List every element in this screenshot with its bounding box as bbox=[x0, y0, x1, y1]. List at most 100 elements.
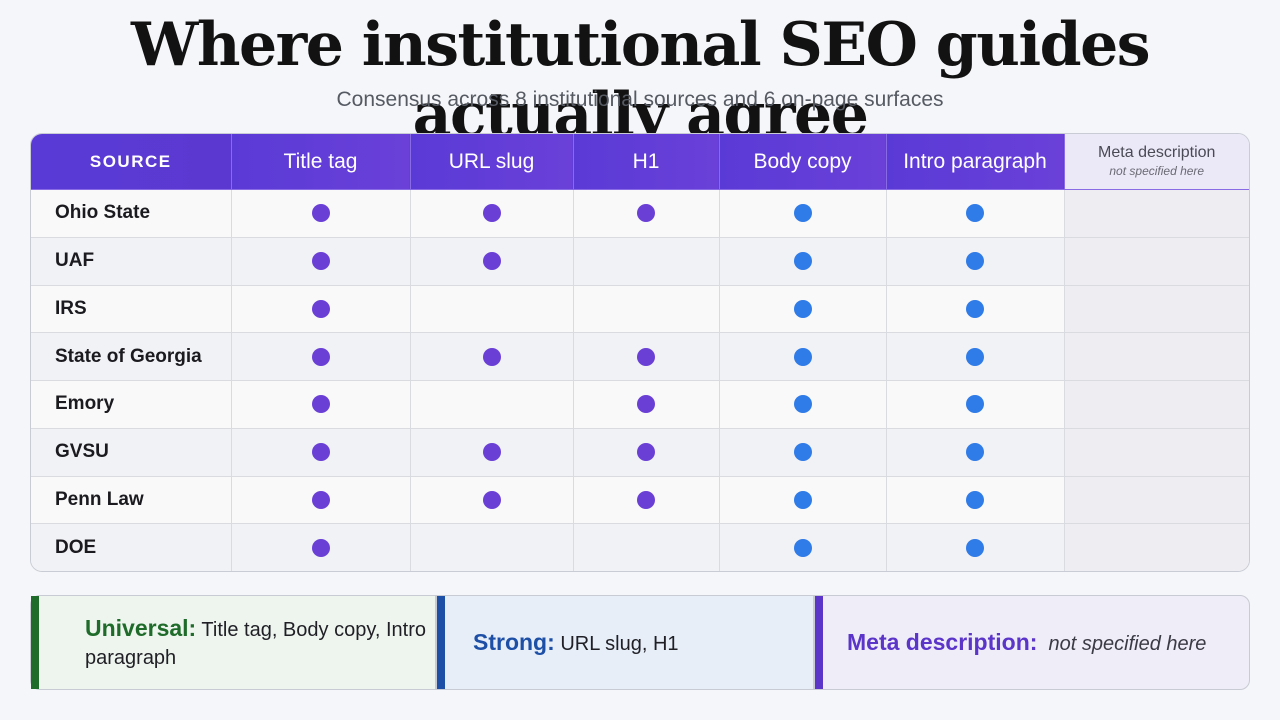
chart-subtitle: Consensus across 8 institutional sources… bbox=[336, 88, 944, 111]
consensus-dot bbox=[637, 395, 655, 414]
cell-body-copy bbox=[718, 332, 887, 381]
source-name: Ohio State bbox=[31, 189, 232, 238]
column-header-body-copy: Body copy bbox=[718, 134, 887, 190]
cell-title-tag bbox=[230, 475, 411, 525]
cell-url-slug bbox=[409, 332, 574, 381]
consensus-dot bbox=[311, 252, 330, 270]
chart-title: Where institutional SEO guides actually … bbox=[130, 10, 1151, 150]
cell-meta-description bbox=[1063, 189, 1249, 238]
source-name: Emory bbox=[31, 380, 232, 429]
column-header-source: SOURCE bbox=[31, 134, 232, 190]
consensus-dot bbox=[793, 443, 812, 461]
callout-universal-value: Title tag, Body copy, Intro paragraph bbox=[85, 619, 426, 669]
cell-body-copy bbox=[718, 236, 887, 286]
consensus-dot bbox=[793, 252, 812, 270]
cell-body-copy bbox=[718, 523, 887, 571]
cell-h1 bbox=[572, 332, 720, 381]
source-name: Penn Law bbox=[31, 475, 232, 525]
column-header-meta-description: Meta description not specified here bbox=[1063, 134, 1249, 190]
cell-meta-description bbox=[1063, 332, 1249, 381]
cell-body-copy bbox=[718, 475, 887, 525]
cell-url-slug bbox=[409, 475, 574, 525]
cell-intro-paragraph bbox=[885, 332, 1065, 381]
callout-universal-accent bbox=[31, 596, 39, 689]
consensus-dot bbox=[966, 204, 984, 223]
consensus-dot bbox=[966, 443, 984, 461]
cell-title-tag bbox=[230, 284, 411, 334]
cell-h1 bbox=[572, 189, 720, 238]
cell-meta-description bbox=[1063, 380, 1249, 429]
table-row: IRS bbox=[31, 284, 1249, 334]
consensus-dot bbox=[482, 347, 501, 366]
cell-intro-paragraph bbox=[885, 380, 1065, 429]
cell-body-copy bbox=[718, 189, 887, 238]
cell-intro-paragraph bbox=[885, 427, 1065, 477]
cell-body-copy bbox=[718, 380, 887, 429]
meta-header-note: not specified here bbox=[1109, 163, 1205, 178]
column-header-url-slug: URL slug bbox=[409, 134, 574, 190]
cell-intro-paragraph bbox=[885, 189, 1065, 238]
cell-intro-paragraph bbox=[885, 236, 1065, 286]
header-row: SOURCE Title tag URL slug H1 Body copy I… bbox=[31, 134, 1249, 190]
cell-h1 bbox=[572, 236, 720, 286]
callout-universal-key: Universal: bbox=[85, 615, 197, 642]
consensus-dot bbox=[966, 347, 984, 366]
consensus-dot bbox=[793, 538, 812, 557]
consensus-dot bbox=[793, 347, 812, 366]
consensus-dot bbox=[793, 299, 812, 318]
callout-meta: Meta description: not specified here bbox=[814, 595, 1250, 690]
consensus-dot bbox=[966, 299, 984, 318]
source-name: UAF bbox=[31, 236, 232, 286]
cell-intro-paragraph bbox=[885, 284, 1065, 334]
table-row: State of Georgia bbox=[31, 332, 1249, 381]
callout-strong-value: URL slug, H1 bbox=[560, 632, 679, 655]
consensus-dot bbox=[637, 204, 655, 223]
consensus-dot bbox=[637, 347, 655, 366]
column-header-title-tag: Title tag bbox=[230, 134, 411, 190]
callout-meta-accent bbox=[815, 596, 823, 689]
callout-strong-key: Strong: bbox=[473, 628, 555, 655]
cell-h1 bbox=[572, 284, 720, 334]
consensus-dot bbox=[311, 538, 330, 557]
cell-body-copy bbox=[718, 427, 887, 477]
consensus-dot bbox=[966, 395, 984, 414]
consensus-dot bbox=[966, 538, 984, 557]
meta-header-label: Meta description bbox=[1098, 144, 1216, 162]
callout-meta-value: not specified here bbox=[1048, 632, 1207, 655]
consensus-dot bbox=[482, 252, 501, 270]
cell-title-tag bbox=[230, 523, 411, 571]
cell-h1 bbox=[572, 427, 720, 477]
consensus-dot bbox=[311, 395, 330, 414]
column-header-intro-paragraph: Intro paragraph bbox=[885, 134, 1065, 190]
consensus-dot bbox=[482, 490, 501, 509]
consensus-dot bbox=[311, 204, 330, 223]
table-row: UAF bbox=[31, 236, 1249, 286]
cell-body-copy bbox=[718, 284, 887, 334]
consensus-dot bbox=[311, 490, 330, 509]
cell-url-slug bbox=[409, 284, 574, 334]
cell-meta-description bbox=[1063, 236, 1249, 286]
cell-intro-paragraph bbox=[885, 475, 1065, 525]
cell-url-slug bbox=[409, 523, 574, 571]
table-row: GVSU bbox=[31, 427, 1249, 477]
cell-title-tag bbox=[230, 380, 411, 429]
table-row: Ohio State bbox=[31, 189, 1249, 238]
consensus-dot bbox=[482, 443, 501, 461]
cell-title-tag bbox=[230, 236, 411, 286]
cell-title-tag bbox=[230, 189, 411, 238]
source-name: GVSU bbox=[31, 427, 232, 477]
consensus-dot bbox=[793, 204, 812, 223]
cell-h1 bbox=[572, 380, 720, 429]
cell-url-slug bbox=[409, 189, 574, 238]
consensus-dot bbox=[637, 490, 655, 509]
consensus-dot bbox=[311, 299, 330, 318]
callout-strong: Strong: URL slug, H1 bbox=[436, 595, 814, 690]
callout-universal: Universal: Title tag, Body copy, Intro p… bbox=[30, 595, 436, 690]
consensus-dot bbox=[793, 395, 812, 414]
summary-callouts: Universal: Title tag, Body copy, Intro p… bbox=[30, 595, 1250, 690]
consensus-dot bbox=[482, 204, 501, 223]
cell-meta-description bbox=[1063, 284, 1249, 334]
callout-meta-key: Meta description: bbox=[847, 628, 1038, 655]
source-name: IRS bbox=[31, 284, 232, 334]
table-row: DOE bbox=[31, 523, 1249, 571]
